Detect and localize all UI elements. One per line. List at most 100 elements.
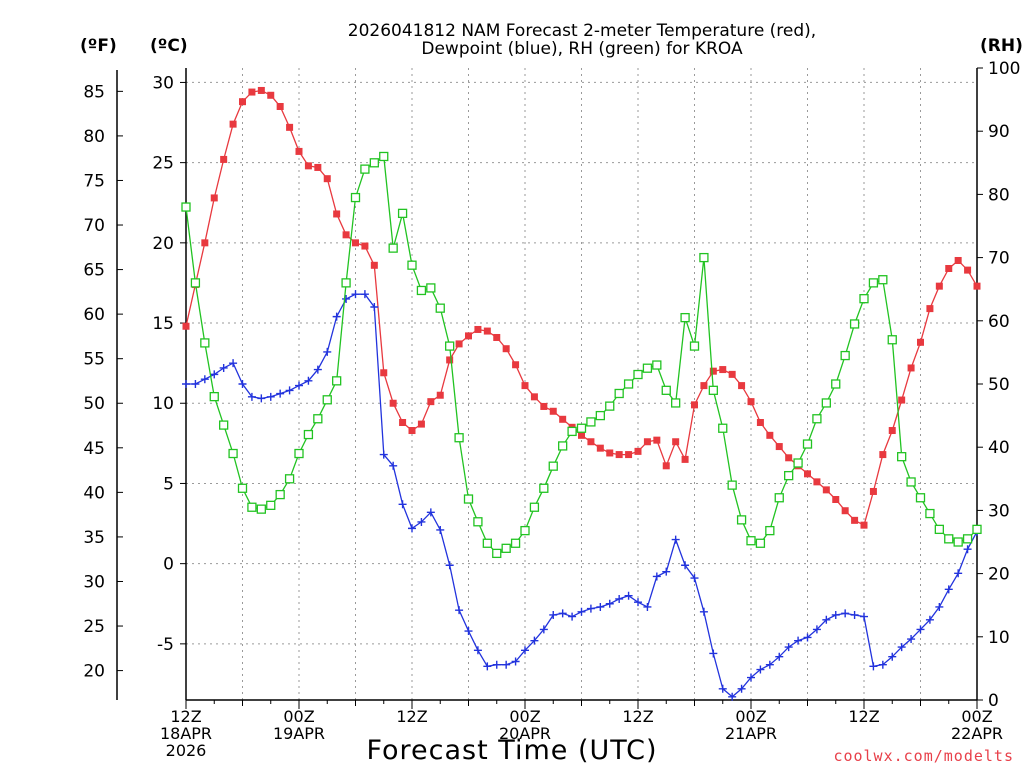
rh-point <box>586 417 596 427</box>
temperature-point <box>691 401 698 409</box>
rh-point <box>181 202 191 212</box>
rh-point <box>849 319 860 329</box>
temperature-point <box>521 382 529 390</box>
temperature-point <box>483 327 491 335</box>
temperature-point <box>201 239 209 247</box>
dewpoint-point <box>295 381 303 390</box>
temperature-point <box>785 454 793 462</box>
temperature-point <box>286 123 294 131</box>
dewpoint-point <box>558 609 567 618</box>
dewpoint-point <box>445 561 454 570</box>
temperature-point <box>389 399 397 407</box>
temperature-point <box>239 98 246 106</box>
dewpoint-point <box>850 610 859 619</box>
x-tick-label: 18APR <box>160 724 212 743</box>
dewpoint-point <box>238 380 247 388</box>
temperature-point <box>380 369 388 377</box>
fahrenheit-tick-label: 25 <box>83 617 105 637</box>
temperature-point <box>625 451 633 459</box>
dewpoint-point <box>897 643 906 652</box>
dewpoint-point <box>379 450 388 459</box>
rh-point <box>454 433 464 443</box>
temperature-point <box>926 305 934 313</box>
dewpoint-point <box>568 612 577 621</box>
dewpoint-point <box>699 607 708 616</box>
temperature-point <box>530 393 538 401</box>
rh-point <box>652 360 662 370</box>
dewpoint-point <box>878 660 887 669</box>
celsius-unit-label: (ºC) <box>150 36 188 56</box>
temperature-point <box>220 155 228 163</box>
fahrenheit-tick-label: 80 <box>83 127 105 147</box>
dewpoint-point <box>370 303 379 312</box>
temperature-point <box>465 332 472 340</box>
rh-tick-label: 70 <box>988 249 1010 269</box>
rh-point <box>313 414 323 424</box>
rh-point <box>784 470 794 481</box>
fahrenheit-tick-label: 85 <box>83 82 105 102</box>
rh-series-line <box>185 155 978 555</box>
rh-point <box>595 410 605 421</box>
rh-point <box>736 515 747 525</box>
rh-point <box>520 525 530 536</box>
dewpoint-point <box>502 660 511 669</box>
tick-labels: -5 0 5 10 15 20 25 30 20 25 30 35 40 45 50 55 60 65 70 75 80… <box>83 59 1020 760</box>
dewpoint-point <box>521 646 529 655</box>
fahrenheit-tick-label: 40 <box>83 483 105 503</box>
dewpoint-point <box>313 365 322 374</box>
temperature-point <box>417 420 425 428</box>
fahrenheit-tick-label: 50 <box>83 394 105 414</box>
dewpoint-point <box>266 392 275 401</box>
dewpoint-point <box>351 290 360 299</box>
temperature-point <box>182 322 190 330</box>
rh-unit-label: (RH) <box>980 36 1023 56</box>
dewpoint-point <box>511 657 520 666</box>
rh-point <box>473 517 483 527</box>
rh-point <box>501 543 511 553</box>
dewpoint-point <box>681 561 690 570</box>
rh-point <box>190 278 201 288</box>
temperature-point <box>860 521 868 529</box>
rh-point <box>755 538 766 548</box>
x-tick-label: 22APR <box>951 724 1003 743</box>
rh-point <box>897 452 907 462</box>
rh-point <box>539 483 549 493</box>
temperature-point <box>615 451 623 459</box>
dewpoint-point <box>483 662 492 671</box>
rh-point <box>529 502 540 512</box>
rh-point <box>567 426 577 437</box>
temperature-point <box>813 478 821 486</box>
temperature-point <box>643 438 651 446</box>
dewpoint-point <box>634 598 642 607</box>
temperature-point <box>954 256 962 264</box>
credit-text: coolwx.com/modelts <box>833 747 1014 765</box>
fahrenheit-tick-label: 65 <box>83 261 105 281</box>
rh-point <box>821 398 831 408</box>
dewpoint-point <box>605 599 614 608</box>
rh-point <box>322 395 332 405</box>
dewpoint-point <box>464 627 473 636</box>
dewpoint-point <box>539 625 548 634</box>
temperature-point <box>907 364 915 372</box>
dewpoint-point <box>426 508 435 517</box>
rh-point <box>256 504 266 514</box>
temperature-point <box>559 415 567 423</box>
dewpoint-point <box>304 376 313 385</box>
x-tick-label: 00Z <box>283 707 314 726</box>
temperature-point <box>822 486 830 494</box>
rh-point <box>416 285 427 296</box>
rh-tick-label: 20 <box>988 565 1010 585</box>
temperature-point <box>596 444 604 452</box>
temperature-point <box>719 366 727 374</box>
temperature-point <box>540 402 548 410</box>
temperature-point <box>370 261 378 269</box>
dewpoint-point <box>417 517 426 526</box>
rh-point <box>802 439 813 449</box>
dewpoint-point <box>812 625 821 634</box>
temperature-point <box>747 398 755 406</box>
x-tick-label: 12Z <box>622 707 653 726</box>
dewpoint-point <box>360 290 369 299</box>
temperature-point <box>474 325 482 333</box>
chart-title: 2026041812 NAM Forecast 2-meter Temperat… <box>348 21 816 59</box>
rh-point <box>237 483 248 493</box>
